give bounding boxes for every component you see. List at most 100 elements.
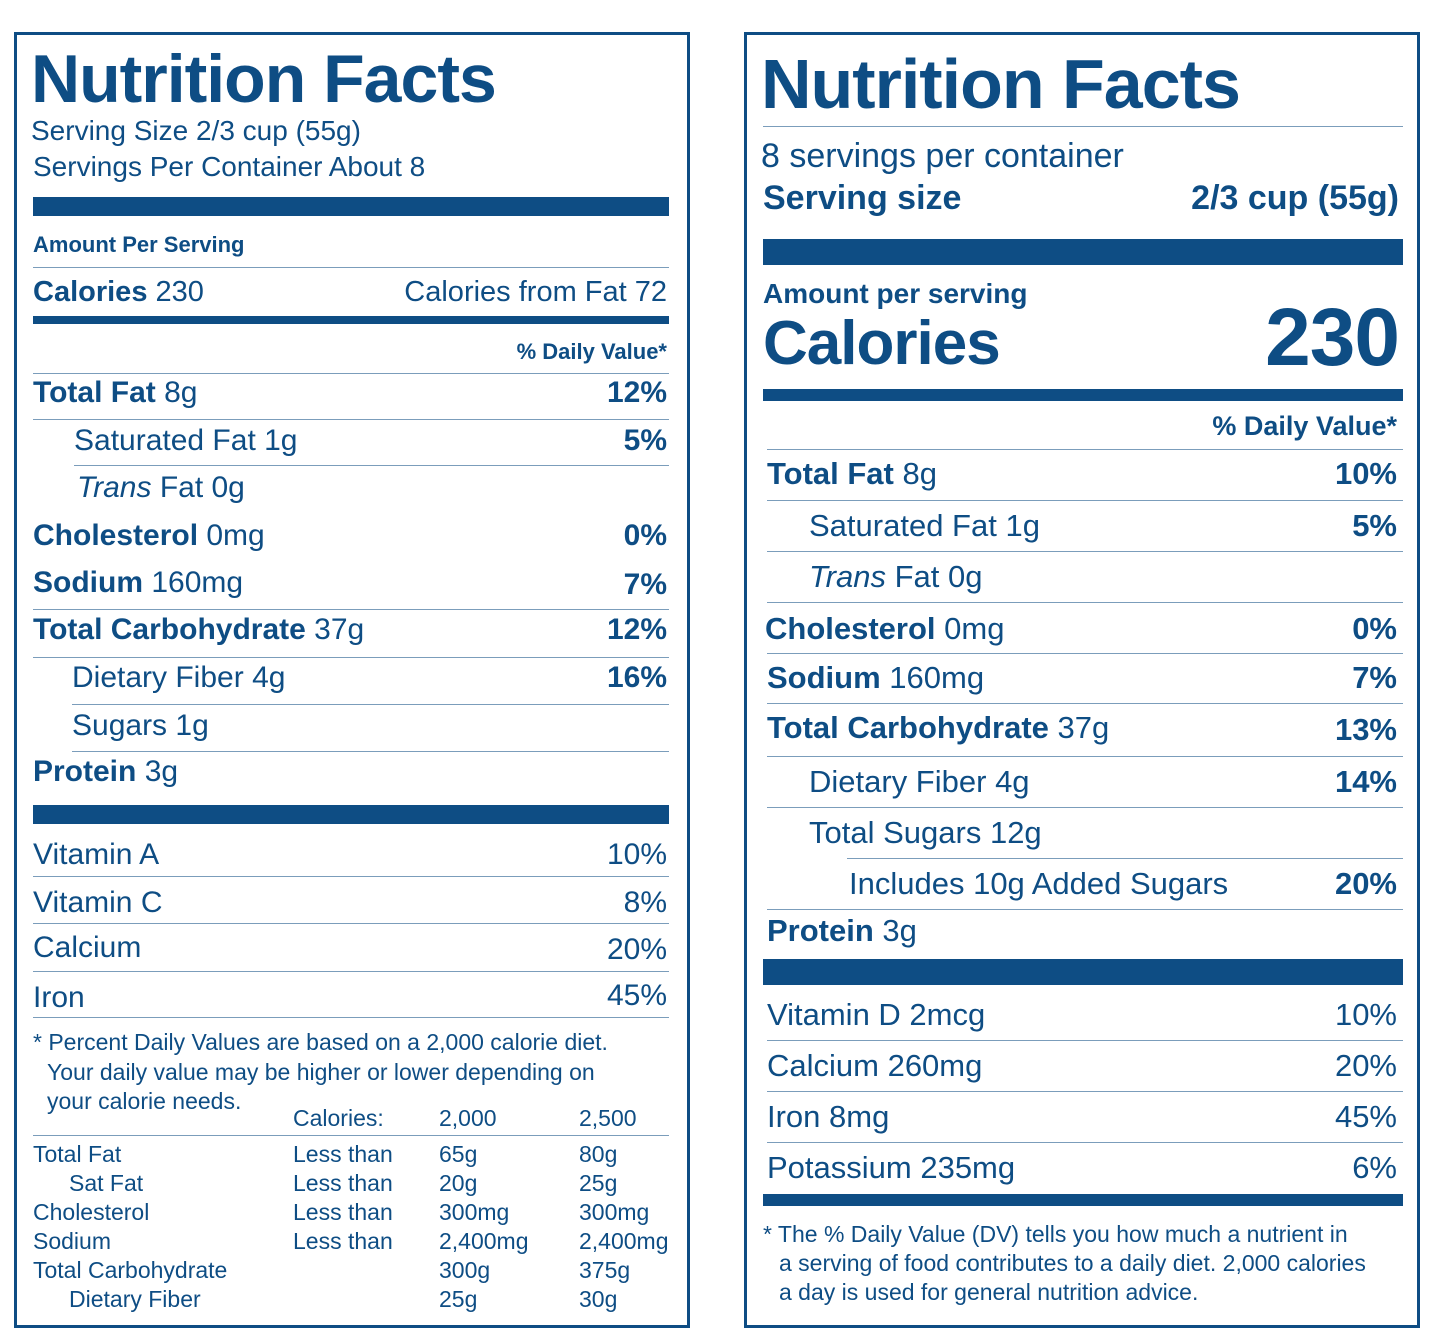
old-footnote-2500-header: 2,500 bbox=[579, 1105, 637, 1131]
old-footnote-calories-header: Calories: bbox=[293, 1105, 384, 1131]
footnote-row-qualifier: Less than bbox=[293, 1228, 393, 1254]
divider bbox=[767, 1142, 1403, 1143]
new-nutrition-label: Nutrition Facts 8 servings per container… bbox=[744, 32, 1420, 1328]
nutrient-amount: 4g bbox=[252, 661, 286, 694]
new-iron-dv: 45% bbox=[1334, 1099, 1397, 1134]
thick-divider bbox=[33, 197, 669, 216]
old-vitamin-a: Vitamin A bbox=[33, 838, 160, 871]
medium-divider bbox=[33, 316, 669, 324]
old-protein-row: Protein 3g bbox=[33, 757, 178, 787]
divider bbox=[767, 602, 1403, 603]
old-calories-label: Calories bbox=[33, 276, 148, 308]
old-saturated-fat-dv: 5% bbox=[623, 424, 667, 457]
divider bbox=[74, 465, 669, 466]
footnote-row-label: Dietary Fiber bbox=[69, 1286, 201, 1312]
old-vitamin-a-dv: 10% bbox=[606, 838, 667, 871]
footnote-row-label: Total Fat bbox=[33, 1141, 122, 1167]
divider bbox=[33, 419, 669, 420]
new-daily-value-header: % Daily Value* bbox=[1212, 411, 1397, 441]
nutrient-name: Trans bbox=[809, 559, 886, 594]
nutrient-name: Total Fat bbox=[767, 456, 894, 491]
divider bbox=[72, 704, 669, 705]
old-sodium-row: Sodium 160mg bbox=[33, 568, 243, 598]
footnote-row-2500: 30g bbox=[579, 1286, 618, 1312]
old-calcium-dv: 20% bbox=[606, 933, 667, 966]
divider bbox=[767, 449, 1403, 450]
divider bbox=[767, 1040, 1403, 1041]
new-total-carbohydrate-row: Total Carbohydrate 37g bbox=[767, 712, 1109, 743]
nutrient-amount: 1g bbox=[1005, 508, 1040, 543]
new-added-sugars-row: Includes 10g Added Sugars bbox=[849, 866, 1229, 901]
old-dietary-fiber-dv: 16% bbox=[606, 661, 667, 694]
footnote-row-2000: 65g bbox=[439, 1141, 478, 1167]
old-cholesterol-row: Cholesterol 0mg bbox=[33, 521, 265, 551]
nutrient-amount: 3g bbox=[144, 755, 179, 788]
divider bbox=[767, 703, 1403, 704]
old-saturated-fat-row: Saturated Fat 1g bbox=[74, 426, 298, 456]
new-cholesterol-row: Cholesterol 0mg bbox=[765, 613, 1004, 644]
nutrient-amount: 160mg bbox=[151, 566, 244, 599]
divider bbox=[33, 876, 669, 877]
divider bbox=[33, 373, 669, 374]
old-iron-dv: 45% bbox=[606, 979, 667, 1012]
old-daily-value-header: % Daily Value* bbox=[516, 339, 667, 364]
nutrient-name: Saturated Fat bbox=[809, 508, 997, 543]
old-calories-value: 230 bbox=[155, 276, 204, 308]
old-calories-row: Calories 230 bbox=[33, 278, 204, 307]
thick-divider bbox=[33, 805, 669, 824]
nutrient-amount: 4g bbox=[995, 764, 1030, 799]
new-added-sugars-dv: 20% bbox=[1334, 866, 1397, 901]
divider bbox=[72, 751, 669, 752]
old-iron: Iron bbox=[33, 981, 85, 1014]
footnote-row-2000: 2,400mg bbox=[439, 1228, 529, 1254]
new-total-sugars-row: Total Sugars 12g bbox=[809, 817, 1042, 848]
new-cholesterol-dv: 0% bbox=[1352, 611, 1397, 646]
footnote-row-2500: 300mg bbox=[579, 1199, 650, 1225]
new-total-carbohydrate-dv: 13% bbox=[1334, 712, 1397, 747]
old-total-carbohydrate-dv: 12% bbox=[606, 613, 667, 646]
new-saturated-fat-dv: 5% bbox=[1352, 508, 1397, 543]
divider bbox=[767, 1091, 1403, 1092]
nutrient-name: Cholesterol bbox=[33, 519, 199, 552]
divider bbox=[763, 126, 1403, 127]
old-sugars-row: Sugars 1g bbox=[72, 711, 209, 741]
new-calcium: Calcium 260mg bbox=[767, 1048, 983, 1083]
nutrient-name: Dietary Fiber bbox=[72, 661, 244, 694]
nutrient-amount: 0mg bbox=[206, 519, 265, 552]
divider bbox=[767, 756, 1403, 757]
nutrient-amount: 8g bbox=[902, 456, 937, 491]
new-calcium-dv: 20% bbox=[1334, 1048, 1397, 1083]
old-footnote-line1: * Percent Daily Values are based on a 2,… bbox=[33, 1029, 608, 1055]
thick-divider bbox=[763, 959, 1403, 985]
footnote-row-2000: 20g bbox=[439, 1170, 478, 1196]
old-calcium: Calcium bbox=[33, 931, 142, 964]
nutrient-name: Sodium bbox=[33, 566, 143, 599]
footnote-row-2500: 80g bbox=[579, 1141, 618, 1167]
footnote-row-label: Sodium bbox=[33, 1228, 111, 1254]
footnote-row-2500: 2,400mg bbox=[579, 1228, 669, 1254]
nutrient-amount: Fat 0g bbox=[159, 471, 245, 504]
divider bbox=[847, 858, 1403, 859]
new-saturated-fat-row: Saturated Fat 1g bbox=[809, 510, 1040, 541]
old-total-carbohydrate-row: Total Carbohydrate 37g bbox=[33, 615, 364, 645]
new-amount-per-serving: Amount per serving bbox=[763, 278, 1028, 309]
old-label-title: Nutrition Facts bbox=[31, 41, 497, 117]
nutrient-name: Total Fat bbox=[33, 376, 156, 409]
old-amount-per-serving: Amount Per Serving bbox=[33, 232, 245, 257]
old-vitamin-c-dv: 8% bbox=[623, 886, 667, 919]
nutrient-name: Trans bbox=[77, 471, 152, 504]
nutrient-amount: 1g bbox=[264, 424, 298, 457]
medium-divider bbox=[763, 1194, 1403, 1206]
footnote-row-2000: 300g bbox=[439, 1257, 491, 1283]
old-dietary-fiber-row: Dietary Fiber 4g bbox=[72, 663, 285, 693]
footnote-row-label: Sat Fat bbox=[69, 1170, 144, 1196]
nutrient-amount: 8g bbox=[164, 376, 198, 409]
new-calories-label: Calories bbox=[763, 309, 1001, 378]
new-serving-size-label: Serving size bbox=[763, 179, 962, 217]
divider bbox=[33, 923, 669, 924]
nutrient-name: Sugars bbox=[72, 709, 168, 742]
old-serving-size: Serving Size 2/3 cup (55g) bbox=[31, 115, 361, 146]
divider bbox=[33, 657, 669, 658]
new-iron: Iron 8mg bbox=[767, 1099, 890, 1134]
divider bbox=[767, 653, 1403, 654]
